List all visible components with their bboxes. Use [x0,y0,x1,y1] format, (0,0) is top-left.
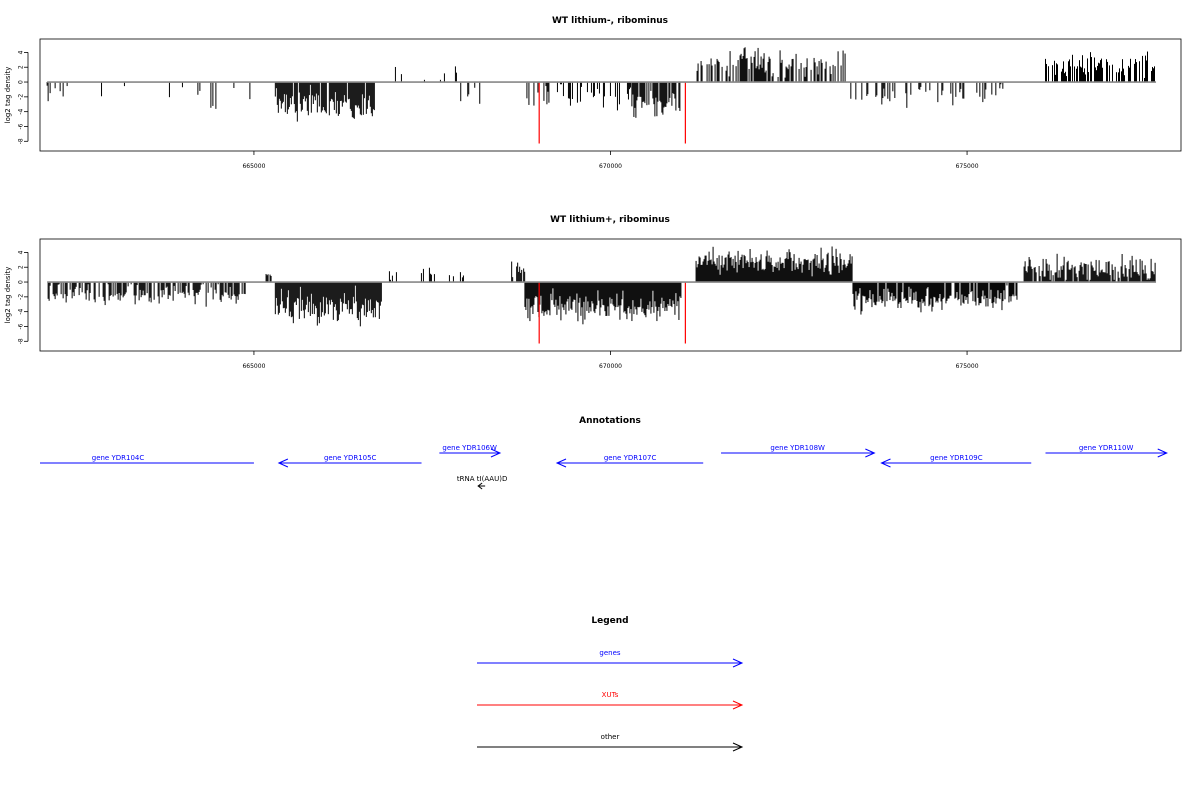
annotations-panel: Annotations gene YDR104C gene YDR105Cgene… [40,416,1168,490]
arrow-right-icon [865,448,876,458]
legend-items: genes XUTs other [477,649,744,752]
track-title: WT lithium+, ribominus [550,215,670,225]
x-axis: 665000 670000 675000 [242,351,979,370]
track-title: WT lithium-, ribominus [552,16,668,26]
y-tick-label: -4 [18,108,25,114]
x-tick-label: 670000 [599,163,622,170]
legend-panel: Legend genes XUTs other [477,616,744,752]
feature-label: gene YDR109C [930,454,983,462]
feature-label: gene YDR105C [324,454,377,462]
y-tick-label: -6 [18,123,25,129]
x-tick-label: 675000 [956,163,979,170]
feature-label: gene YDR108W [770,444,825,452]
x-tick-label: 665000 [242,163,265,170]
y-tick-label: -8 [18,138,25,144]
y-tick-label: 4 [18,250,25,254]
legend-title: Legend [591,616,628,626]
legend-item: genes [477,649,744,668]
y-tick-label: 2 [18,65,25,69]
feature-label: gene YDR104C [92,454,145,462]
annotation-feature: gene YDR104C [40,454,254,464]
y-tick-label: 4 [18,50,25,54]
y-tick-label: 0 [18,280,25,284]
y-axis: -8 -6 -4 -2 0 2 4 [18,250,29,344]
feature-label: gene YDR110W [1079,444,1134,452]
xut-markers [538,282,686,344]
x-axis: 665000 670000 675000 [242,151,979,170]
legend-item: other [477,733,744,752]
y-tick-label: -4 [18,308,25,314]
arrow-left-icon [555,458,567,468]
annotation-feature: gene YDR109C [880,454,1032,468]
feature-label: gene YDR106W [442,444,497,452]
arrow-right-icon [732,742,744,752]
annotations-title: Annotations [579,416,641,426]
density-bars [46,47,1156,122]
legend-label: other [601,733,620,741]
feature-label: tRNA tI(AAU)D [457,475,507,483]
x-tick-label: 675000 [956,363,979,370]
xut-markers [538,82,686,144]
arrow-right-icon [732,700,744,710]
annotation-features: gene YDR104C gene YDR105C gene YDR106W gene… [40,444,1168,490]
y-tick-label: 0 [18,80,25,84]
annotation-feature: tRNA tI(AAU)D [457,475,507,490]
annotation-feature: gene YDR108W [721,444,876,458]
legend-label: genes [599,649,620,657]
density-bars [47,246,1156,327]
legend-label: XUTs [602,691,619,699]
x-tick-label: 665000 [242,363,265,370]
annotation-feature: gene YDR107C [555,454,704,468]
arrow-left-icon [277,458,289,468]
arrow-right-icon [732,658,744,668]
arrow-left-icon [880,458,891,468]
annotation-feature: gene YDR106W [439,444,502,458]
arrow-right-icon [1157,448,1168,458]
annotation-feature: gene YDR110W [1045,444,1168,458]
track-panel-lithium-plus: WT lithium+, ribominus log2 tag density … [4,215,1182,370]
track-panel-lithium-minus: WT lithium-, ribominus log2 tag density … [4,16,1182,170]
x-tick-label: 670000 [599,363,622,370]
feature-label: gene YDR107C [604,454,657,462]
y-tick-label: -6 [18,323,25,329]
y-axis: -8 -6 -4 -2 0 2 4 [18,50,29,144]
y-tick-label: -2 [18,94,25,100]
arrow-right-icon [490,448,502,458]
annotation-feature: gene YDR105C [277,454,422,468]
arrow-left-icon [477,482,483,490]
y-tick-label: -8 [18,338,25,344]
y-axis-label: log2 tag density [4,267,12,324]
y-tick-label: -2 [18,294,25,300]
y-axis-label: log2 tag density [4,67,12,124]
y-tick-label: 2 [18,265,25,269]
legend-item: XUTs [477,691,744,710]
